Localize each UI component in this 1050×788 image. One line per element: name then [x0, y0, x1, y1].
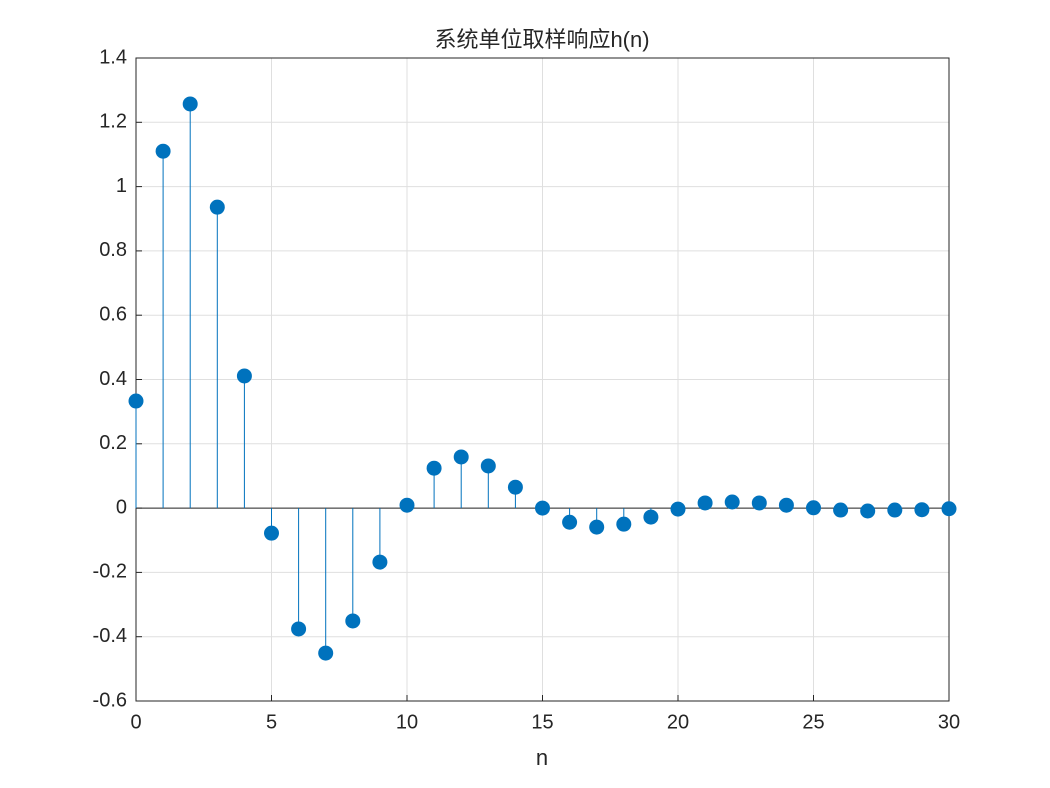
- y-tick-label: 0.8: [99, 239, 127, 261]
- stem-marker: [643, 509, 659, 525]
- stem-marker: [562, 514, 578, 530]
- x-tick-label: 30: [938, 711, 960, 733]
- stem-marker: [887, 502, 903, 518]
- plot-frame: [135, 57, 950, 702]
- stem-marker: [264, 525, 279, 541]
- stem-marker: [128, 393, 144, 409]
- y-tick-label: 0.6: [99, 303, 127, 325]
- x-tick-label: 0: [130, 711, 141, 733]
- chart-title: 系统单位取样响应h(n): [434, 27, 649, 52]
- stem-marker: [399, 497, 415, 513]
- y-tick-label: 1.4: [99, 46, 127, 68]
- y-tick-label: -0.2: [93, 561, 127, 583]
- x-tick-label: 20: [667, 711, 689, 733]
- stem-marker: [291, 621, 307, 637]
- stem-marker: [778, 497, 794, 513]
- stem-marker: [318, 645, 334, 661]
- x-tick-label: 5: [266, 711, 277, 733]
- stem-marker: [453, 449, 469, 465]
- y-tick-label: 0.2: [99, 432, 127, 454]
- stem-marker: [372, 554, 388, 570]
- stem-marker: [535, 500, 550, 516]
- stem-marker: [182, 96, 198, 112]
- stem-marker: [941, 501, 957, 517]
- stem-marker: [236, 368, 252, 384]
- stem-marker: [426, 460, 442, 476]
- stem-marker: [697, 495, 713, 511]
- y-tick-label: 1.2: [99, 111, 127, 133]
- y-tick-label: -0.6: [93, 689, 127, 711]
- stem-marker: [345, 613, 361, 629]
- stem-marker: [751, 495, 767, 511]
- stem-marker: [806, 500, 821, 516]
- stem-marker: [589, 519, 605, 535]
- stem-marker: [616, 516, 632, 532]
- stem-marker: [155, 143, 171, 159]
- y-tick-label: 0.4: [99, 368, 127, 390]
- y-tick-label: 0: [116, 496, 127, 518]
- stem-marker: [507, 479, 523, 495]
- y-tick-label: -0.4: [93, 625, 127, 647]
- x-tick-label: 25: [802, 711, 824, 733]
- stem-marker: [914, 502, 930, 518]
- stem-marker: [833, 502, 849, 518]
- stem-marker: [724, 494, 740, 510]
- x-tick-label: 10: [396, 711, 418, 733]
- x-tick-label: 15: [531, 711, 553, 733]
- stem-marker: [480, 458, 496, 474]
- stem-marker: [209, 199, 225, 215]
- y-tick-label: 1: [116, 175, 127, 197]
- x-axis-label: n: [536, 745, 548, 770]
- stem-marker: [670, 501, 686, 517]
- stem-marker: [860, 503, 876, 519]
